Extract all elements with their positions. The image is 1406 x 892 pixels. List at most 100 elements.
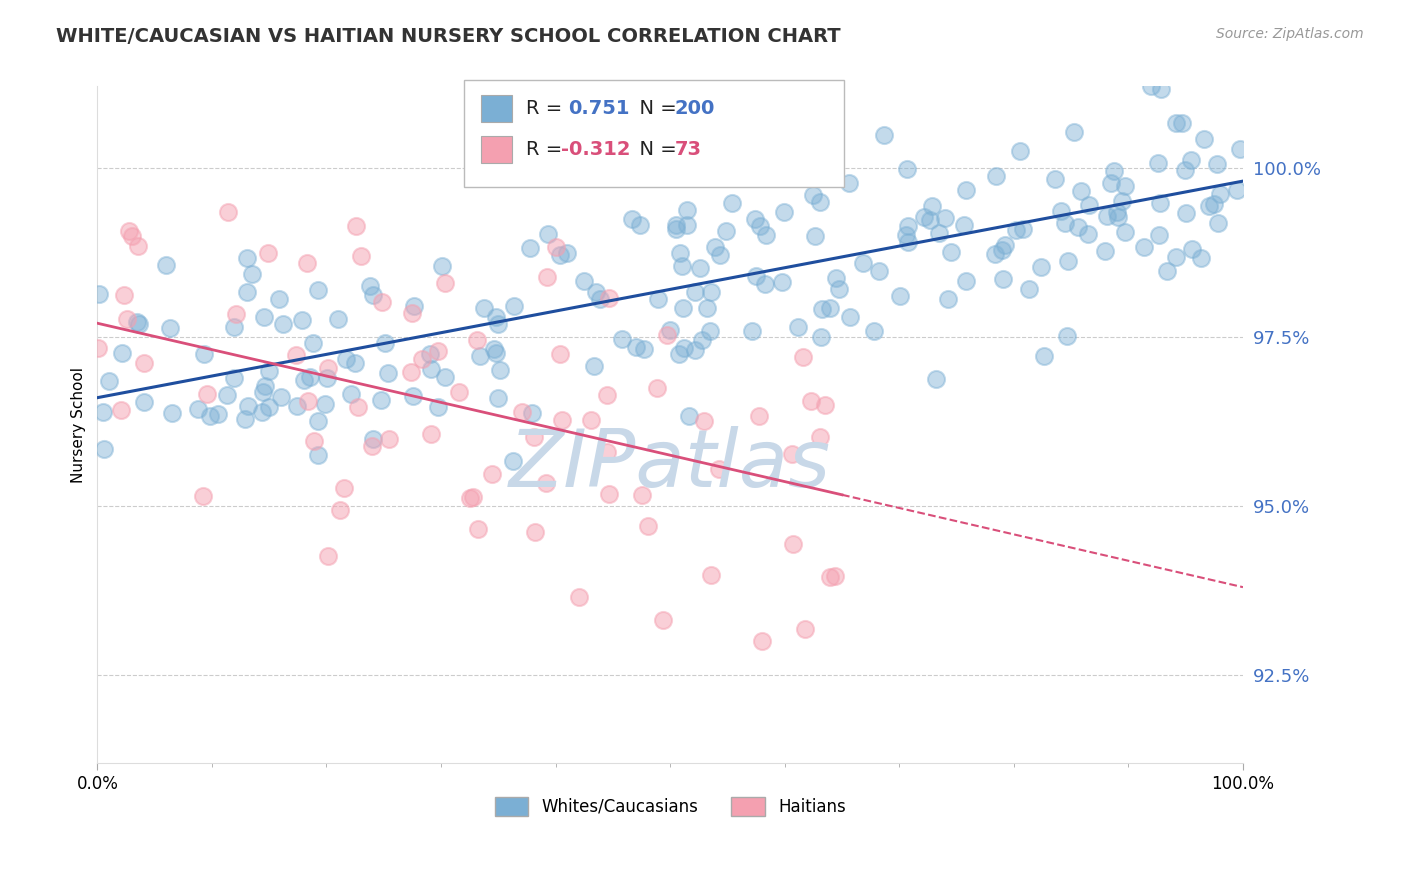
Point [761, 169, 783, 184]
Point [458, 491, 481, 505]
Point [696, 301, 718, 315]
Point [420, 426, 443, 441]
Point [621, 212, 644, 227]
Point [250, 404, 273, 418]
Point [536, 269, 558, 284]
Point [434, 370, 457, 384]
Point [411, 352, 433, 367]
Point [675, 202, 697, 217]
Point [782, 536, 804, 550]
Point [401, 306, 423, 320]
Point [485, 310, 508, 325]
Point [187, 402, 209, 417]
Point [519, 241, 541, 255]
Point [236, 285, 259, 300]
Point [1010, 144, 1032, 158]
Point [720, 196, 742, 211]
Point [401, 389, 423, 403]
Point [486, 317, 509, 331]
Point [839, 310, 862, 325]
Point [257, 245, 280, 260]
Point [672, 341, 695, 355]
Point [512, 404, 534, 418]
Point [645, 380, 668, 394]
Point [236, 399, 259, 413]
Point [468, 350, 491, 364]
Point [770, 275, 793, 289]
Point [1156, 48, 1178, 62]
Text: -0.312: -0.312 [561, 140, 630, 160]
Point [472, 301, 495, 315]
Point [91, 405, 114, 419]
Point [449, 384, 471, 399]
Point [825, 271, 848, 285]
Point [624, 341, 647, 355]
Point [955, 274, 977, 288]
Point [1149, 196, 1171, 211]
Point [689, 261, 711, 276]
Point [307, 448, 329, 462]
Point [863, 324, 886, 338]
Point [502, 454, 524, 468]
Point [1018, 282, 1040, 296]
Point [89, 287, 111, 301]
Point [1077, 227, 1099, 241]
Point [257, 400, 280, 414]
Point [748, 219, 770, 233]
Point [610, 332, 633, 346]
Point [225, 306, 247, 320]
Point [668, 347, 690, 361]
Point [1043, 172, 1066, 186]
Point [596, 388, 619, 402]
Point [1005, 222, 1028, 236]
Point [302, 336, 325, 351]
Point [714, 224, 737, 238]
Point [1011, 222, 1033, 236]
Y-axis label: Nursery School: Nursery School [72, 367, 86, 483]
Point [773, 204, 796, 219]
Point [118, 224, 141, 238]
Point [583, 359, 606, 374]
Point [801, 187, 824, 202]
Text: R =: R = [526, 99, 575, 119]
Point [1209, 186, 1232, 201]
Point [568, 590, 591, 604]
Point [329, 503, 352, 517]
Point [307, 283, 329, 297]
Text: WHITE/CAUCASIAN VS HAITIAN NURSERY SCHOOL CORRELATION CHART: WHITE/CAUCASIAN VS HAITIAN NURSERY SCHOO… [56, 27, 841, 45]
Point [297, 393, 319, 408]
Point [291, 313, 314, 327]
Point [222, 371, 245, 385]
Point [678, 409, 700, 423]
Point [897, 235, 920, 249]
Legend: Whites/Caucasians, Haitians: Whites/Caucasians, Haitians [488, 790, 852, 822]
Point [222, 319, 245, 334]
Point [889, 289, 911, 303]
Point [377, 366, 399, 380]
Point [803, 229, 825, 244]
Point [359, 278, 381, 293]
Point [1204, 197, 1226, 211]
Point [117, 311, 139, 326]
Point [350, 249, 373, 263]
Point [828, 282, 851, 296]
Point [955, 183, 977, 197]
Point [361, 288, 384, 302]
Point [193, 347, 215, 361]
Point [665, 222, 688, 236]
Point [1063, 125, 1085, 139]
Point [824, 569, 846, 583]
Point [160, 407, 183, 421]
Point [598, 291, 620, 305]
Point [267, 292, 290, 306]
Point [132, 356, 155, 370]
Point [896, 219, 918, 233]
Point [683, 285, 706, 299]
Point [939, 245, 962, 260]
Text: 200: 200 [675, 99, 716, 119]
Point [1099, 176, 1122, 190]
Point [873, 128, 896, 142]
Point [128, 318, 150, 332]
Point [155, 259, 177, 273]
Point [87, 341, 110, 355]
